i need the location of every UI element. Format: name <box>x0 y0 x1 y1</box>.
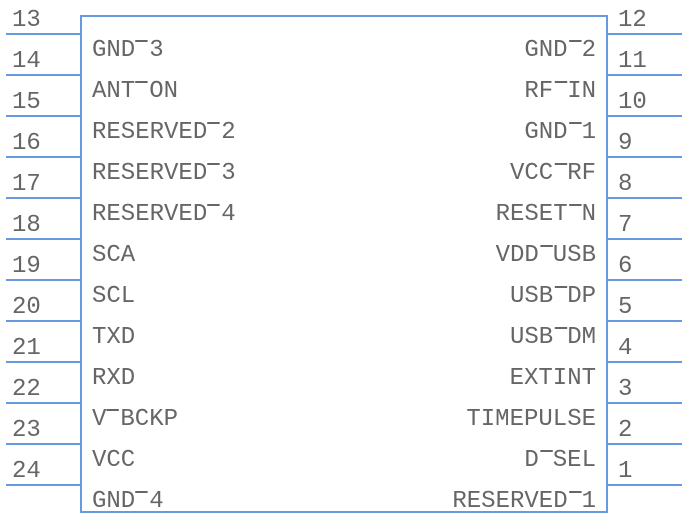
pin-number: 4 <box>618 335 632 362</box>
pin-label: GND 2 <box>524 37 596 64</box>
pin-label: GND 1 <box>524 119 596 146</box>
pin-label: VDD USB <box>496 242 596 269</box>
pin-number: 21 <box>12 335 41 362</box>
pin-number: 18 <box>12 212 41 239</box>
pin-number: 17 <box>12 171 41 198</box>
pin-number: 15 <box>12 89 41 116</box>
pin-label: RESERVED 1 <box>452 488 596 515</box>
pin-label: VCC RF <box>510 160 596 187</box>
pin-number: 5 <box>618 294 632 321</box>
pin-label: V BCKP <box>92 406 178 433</box>
pin-label: RESERVED 3 <box>92 160 236 187</box>
pin-label: TXD <box>92 324 135 351</box>
pin-number: 8 <box>618 171 632 198</box>
pin-label: RF IN <box>524 78 596 105</box>
pin-number: 13 <box>12 7 41 34</box>
pin-label: USB DP <box>510 283 596 310</box>
pin-label: TIMEPULSE <box>466 406 596 433</box>
pin-number: 7 <box>618 212 632 239</box>
pin-label: ANT ON <box>92 78 178 105</box>
pin-number: 9 <box>618 130 632 157</box>
pin-number: 24 <box>12 458 41 485</box>
pin-label: USB DM <box>510 324 596 351</box>
pin-number: 12 <box>618 7 647 34</box>
pin-label: SCA <box>92 242 135 269</box>
pin-label: RESET N <box>496 201 596 228</box>
pin-label: RESERVED 4 <box>92 201 236 228</box>
pin-label: VCC <box>92 447 135 474</box>
pin-label: GND 3 <box>92 37 164 64</box>
pin-label: RESERVED 2 <box>92 119 236 146</box>
pin-number: 22 <box>12 376 41 403</box>
pin-number: 2 <box>618 417 632 444</box>
pin-label: D SEL <box>524 447 596 474</box>
pin-number: 11 <box>618 48 647 75</box>
pin-label: SCL <box>92 283 135 310</box>
pin-number: 14 <box>12 48 41 75</box>
pin-number: 23 <box>12 417 41 444</box>
pin-label: GND 4 <box>92 488 164 515</box>
pin-number: 20 <box>12 294 41 321</box>
pin-number: 3 <box>618 376 632 403</box>
pin-number: 19 <box>12 253 41 280</box>
pin-number: 6 <box>618 253 632 280</box>
pin-number: 16 <box>12 130 41 157</box>
pin-number: 1 <box>618 458 632 485</box>
pin-label: RXD <box>92 365 135 392</box>
pin-number: 10 <box>618 89 647 116</box>
pin-label: EXTINT <box>510 365 596 392</box>
